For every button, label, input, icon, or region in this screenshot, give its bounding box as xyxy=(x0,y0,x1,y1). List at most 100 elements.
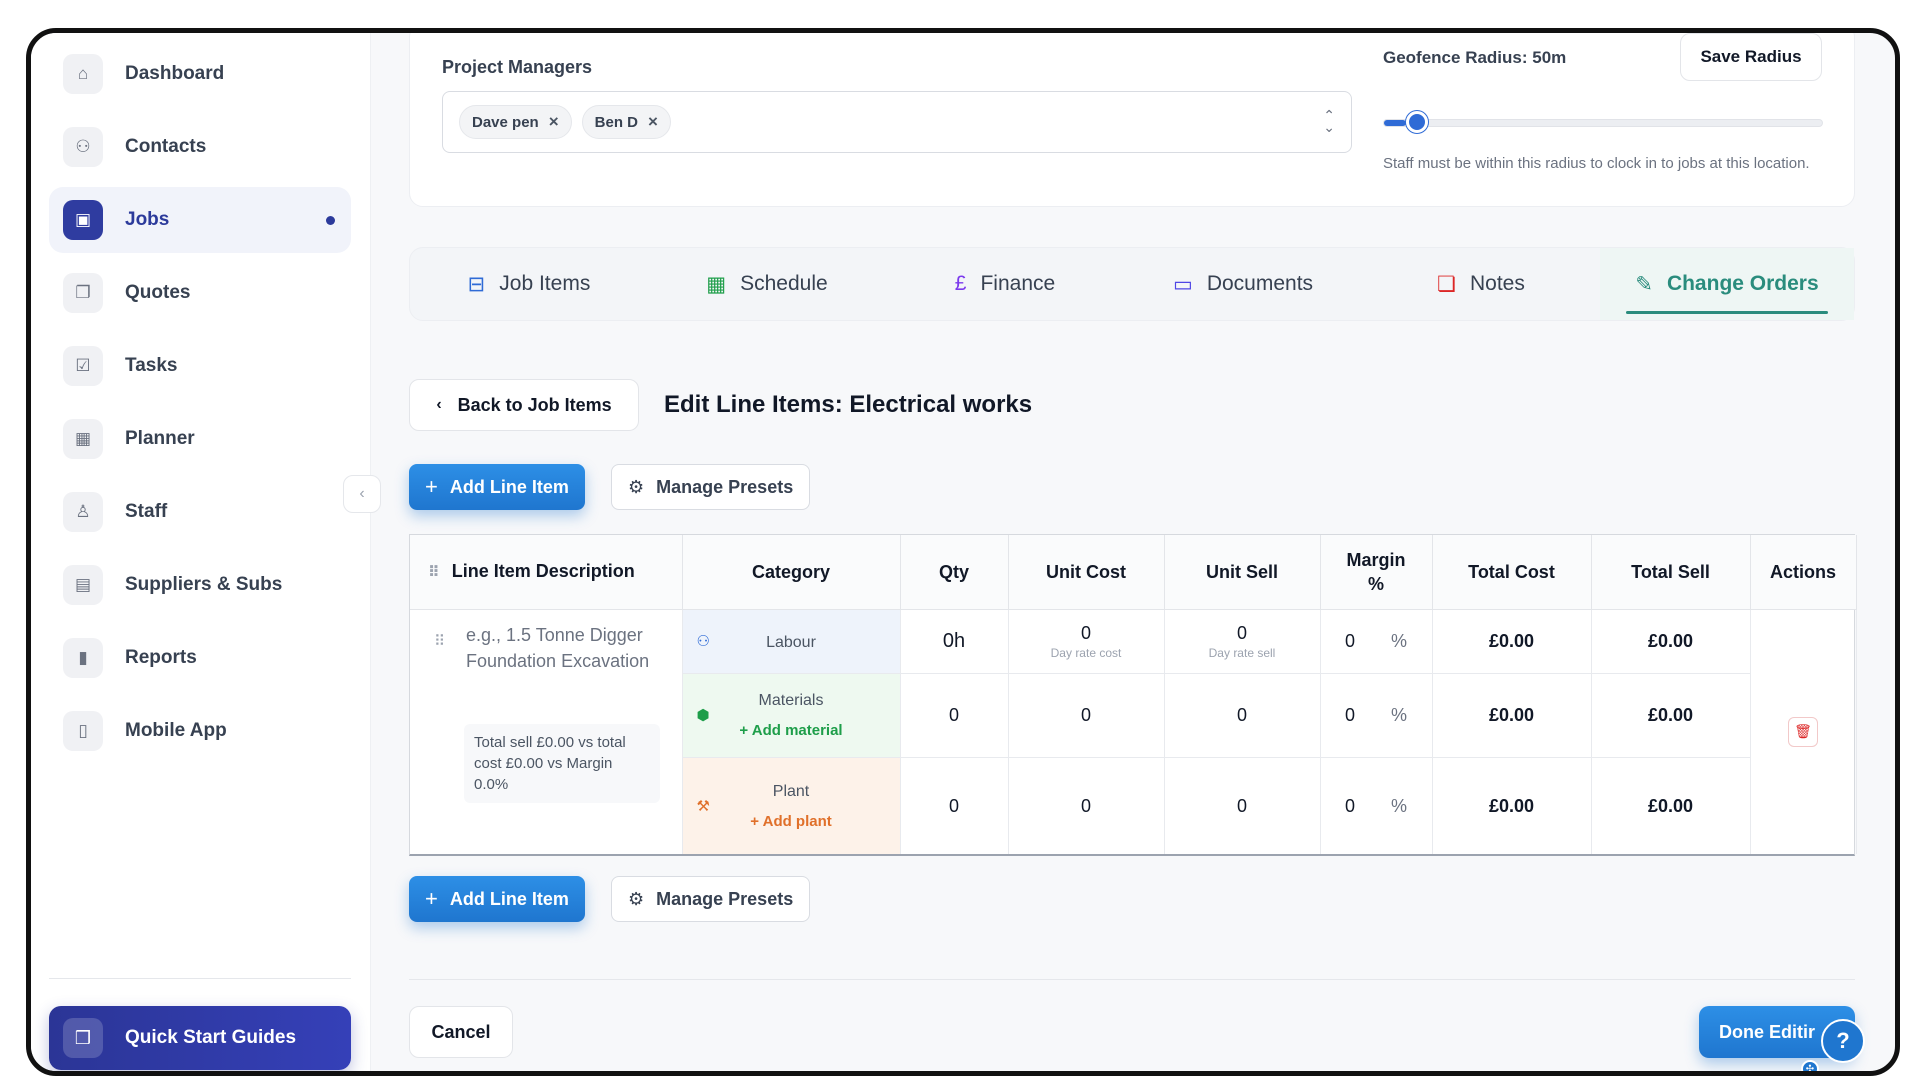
unit-sell-value: 0 xyxy=(1236,622,1247,643)
sidebar-item-label: Planner xyxy=(125,428,195,449)
sidebar-item-dashboard[interactable]: ⌂ Dashboard xyxy=(49,41,351,107)
unit-cost-sublabel: Day rate cost xyxy=(1050,645,1122,660)
add-line-item-button[interactable]: + Add Line Item xyxy=(409,464,585,510)
user-cog-icon: ♙ xyxy=(63,492,103,532)
remove-chip-icon[interactable]: × xyxy=(647,112,658,131)
remove-chip-icon[interactable]: × xyxy=(548,112,559,131)
sidebar-item-contacts[interactable]: ⚇ Contacts xyxy=(49,114,351,180)
cancel-button[interactable]: Cancel xyxy=(409,1006,513,1058)
unit-sell-input[interactable]: 0 Day rate sell xyxy=(1164,609,1321,674)
button-label: Manage Presets xyxy=(656,476,794,497)
drag-handle-icon[interactable]: ⠿ xyxy=(434,632,445,650)
category-label: Materials xyxy=(758,691,824,709)
tab-notes[interactable]: ❏ Notes xyxy=(1362,248,1600,320)
project-managers-select[interactable]: Dave pen × Ben D × ⌃ ⌄ xyxy=(442,91,1352,153)
smartphone-icon: ▯ xyxy=(63,711,103,751)
total-sell-cell: £0.00 xyxy=(1591,673,1751,759)
unit-cost-input[interactable]: 0 Day rate cost xyxy=(1008,609,1165,674)
geofence-help-text: Staff must be within this radius to cloc… xyxy=(1383,155,1810,172)
job-tabs: ⊟ Job Items ▦ Schedule £ Finance ▭ Docum… xyxy=(409,247,1855,321)
manage-presets-button[interactable]: ⚙ Manage Presets xyxy=(611,464,811,510)
slider-thumb[interactable] xyxy=(1406,111,1428,133)
unit-sell-input[interactable]: 0 xyxy=(1164,673,1321,759)
description-input[interactable]: e.g., 1.5 Tonne Digger Foundation Excava… xyxy=(466,624,650,671)
column-header-actions: Actions xyxy=(1750,535,1857,610)
sidebar-item-label: Staff xyxy=(125,501,168,522)
sidebar-item-quotes[interactable]: ❐ Quotes xyxy=(49,260,351,326)
qty-input[interactable]: 0 xyxy=(900,757,1009,854)
category-label: Plant xyxy=(772,782,810,800)
geofence-radius-label: Geofence Radius: 50m xyxy=(1383,48,1567,67)
chip-label: Ben D xyxy=(594,113,638,131)
pound-sign-icon: £ xyxy=(954,272,967,295)
percent-sign: % xyxy=(1391,704,1408,725)
trash-icon[interactable]: 🗑 xyxy=(1788,716,1818,747)
qty-input[interactable]: 0h xyxy=(900,609,1009,674)
add-line-item-button-bottom[interactable]: + Add Line Item xyxy=(409,876,585,922)
sidebar-item-label: Suppliers & Subs xyxy=(125,574,283,595)
collapse-sidebar-button[interactable]: ‹ xyxy=(343,475,381,513)
messages-icon: ❏ xyxy=(1437,272,1456,296)
category-plant[interactable]: ⚒ Plant + Add plant xyxy=(682,757,901,854)
tab-change-orders[interactable]: ✎ Change Orders xyxy=(1600,248,1854,320)
category-labour[interactable]: ⚇ Labour xyxy=(682,609,901,674)
margin-input[interactable]: 0% xyxy=(1320,673,1433,759)
margin-input[interactable]: 0% xyxy=(1320,609,1433,674)
quick-start-guides-button[interactable]: ❒ Quick Start Guides xyxy=(49,1006,351,1070)
actions-cell: 🗑 xyxy=(1750,609,1857,854)
chip-label: Dave pen xyxy=(472,113,539,131)
total-cost-cell: £0.00 xyxy=(1432,673,1592,759)
category-materials[interactable]: ⬢ Materials + Add material xyxy=(682,673,901,759)
unit-sell-input[interactable]: 0 xyxy=(1164,757,1321,854)
total-cost-cell: £0.00 xyxy=(1432,609,1592,674)
gear-icon: ⚙ xyxy=(628,888,645,909)
chevron-left-icon: ‹ xyxy=(359,485,365,502)
tab-schedule[interactable]: ▦ Schedule xyxy=(648,248,886,320)
sidebar-item-planner[interactable]: ▦ Planner xyxy=(49,406,351,472)
unit-cost-input[interactable]: 0 xyxy=(1008,673,1165,759)
geofence-radius-slider[interactable] xyxy=(1383,119,1823,127)
button-label: Add Line Item xyxy=(449,888,569,909)
back-to-job-items-button[interactable]: ‹ Back to Job Items xyxy=(409,379,639,431)
calendar-icon: ▦ xyxy=(63,419,103,459)
help-icon[interactable]: ? xyxy=(1821,1019,1865,1063)
edit-icon: ✎ xyxy=(1635,272,1653,296)
save-radius-button[interactable]: Save Radius xyxy=(1680,33,1822,81)
sidebar-item-label: Jobs xyxy=(125,209,170,230)
tab-documents[interactable]: ▭ Documents xyxy=(1124,248,1362,320)
margin-input[interactable]: 0% xyxy=(1320,757,1433,854)
users-icon: ⚇ xyxy=(696,633,710,651)
sidebar-item-staff[interactable]: ♙ Staff xyxy=(49,479,351,545)
app-window: ⌂ Dashboard ⚇ Contacts ▣ Jobs ❐ Quotes ☑… xyxy=(26,28,1900,1076)
sidebar-item-label: Contacts xyxy=(125,136,207,157)
sidebar-item-mobile-app[interactable]: ▯ Mobile App xyxy=(49,698,351,764)
sidebar-item-label: Tasks xyxy=(125,355,178,376)
column-header-qty: Qty xyxy=(900,535,1009,610)
sidebar-item-suppliers[interactable]: ▤ Suppliers & Subs xyxy=(49,552,351,618)
total-sell-cell: £0.00 xyxy=(1591,609,1751,674)
tab-label: Schedule xyxy=(740,272,828,295)
building-icon: ▤ xyxy=(63,565,103,605)
briefcase-icon: ▣ xyxy=(63,200,103,240)
sidebar-item-tasks[interactable]: ☑ Tasks xyxy=(49,333,351,399)
plus-icon: + xyxy=(425,886,438,911)
gear-icon: ⚙ xyxy=(628,476,645,497)
lifebuoy-icon[interactable]: ✣ xyxy=(1801,1060,1819,1071)
button-label: Manage Presets xyxy=(656,888,794,909)
manager-chip: Dave pen × xyxy=(459,105,572,139)
table-row: ⚒ Plant + Add plant 0 0 0 0% £0.00 £0.00 xyxy=(410,757,1856,854)
sidebar-item-jobs[interactable]: ▣ Jobs xyxy=(49,187,351,253)
package-icon: ⬢ xyxy=(696,707,710,725)
unit-cost-input[interactable]: 0 xyxy=(1008,757,1165,854)
column-header-unit-cost: Unit Cost xyxy=(1008,535,1165,610)
tab-job-items[interactable]: ⊟ Job Items xyxy=(410,248,648,320)
qty-input[interactable]: 0 xyxy=(900,673,1009,759)
slider-fill xyxy=(1384,120,1406,126)
sidebar-item-reports[interactable]: ▮ Reports xyxy=(49,625,351,691)
add-material-link[interactable]: + Add material xyxy=(739,721,843,739)
manage-presets-button-bottom[interactable]: ⚙ Manage Presets xyxy=(611,876,811,922)
job-settings-card: Project Managers Dave pen × Ben D × ⌃ ⌄ G… xyxy=(409,33,1855,207)
category-label: Labour xyxy=(766,633,816,651)
tab-finance[interactable]: £ Finance xyxy=(886,248,1124,320)
add-plant-link[interactable]: + Add plant xyxy=(750,812,832,830)
